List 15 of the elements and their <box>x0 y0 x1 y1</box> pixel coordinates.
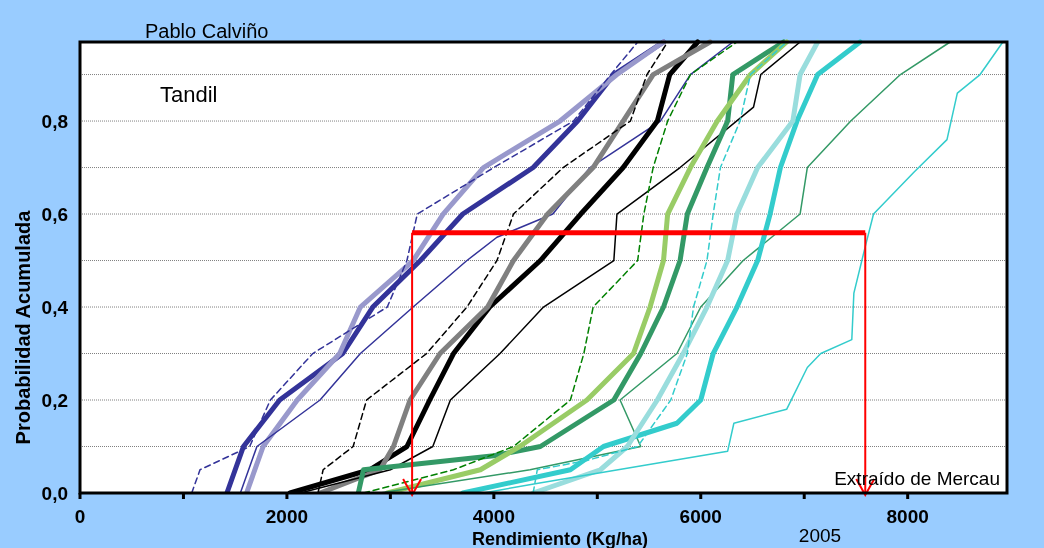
y-tick-label: 0,6 <box>41 204 68 226</box>
y-axis-title: Probabilidad Acumulada <box>12 209 34 445</box>
x-tick-label: 2000 <box>265 506 309 527</box>
y-tick-label: 0,8 <box>41 111 68 133</box>
x-tick-label: 4000 <box>472 506 515 527</box>
x-axis-title: Rendimiento (Kg/ha) <box>472 529 648 548</box>
y-tick-label: 0,0 <box>41 483 68 504</box>
x-tick-label: 0 <box>74 506 86 527</box>
y-tick-label: 0,2 <box>41 390 68 412</box>
y-tick-label: 0,4 <box>41 297 69 319</box>
x-tick-label: 8000 <box>886 506 929 527</box>
annotation: Pablo Calviño <box>145 20 269 42</box>
x-tick-label: 6000 <box>679 506 722 527</box>
annotation: Tandil <box>160 82 218 107</box>
text: 2005 <box>798 525 842 546</box>
